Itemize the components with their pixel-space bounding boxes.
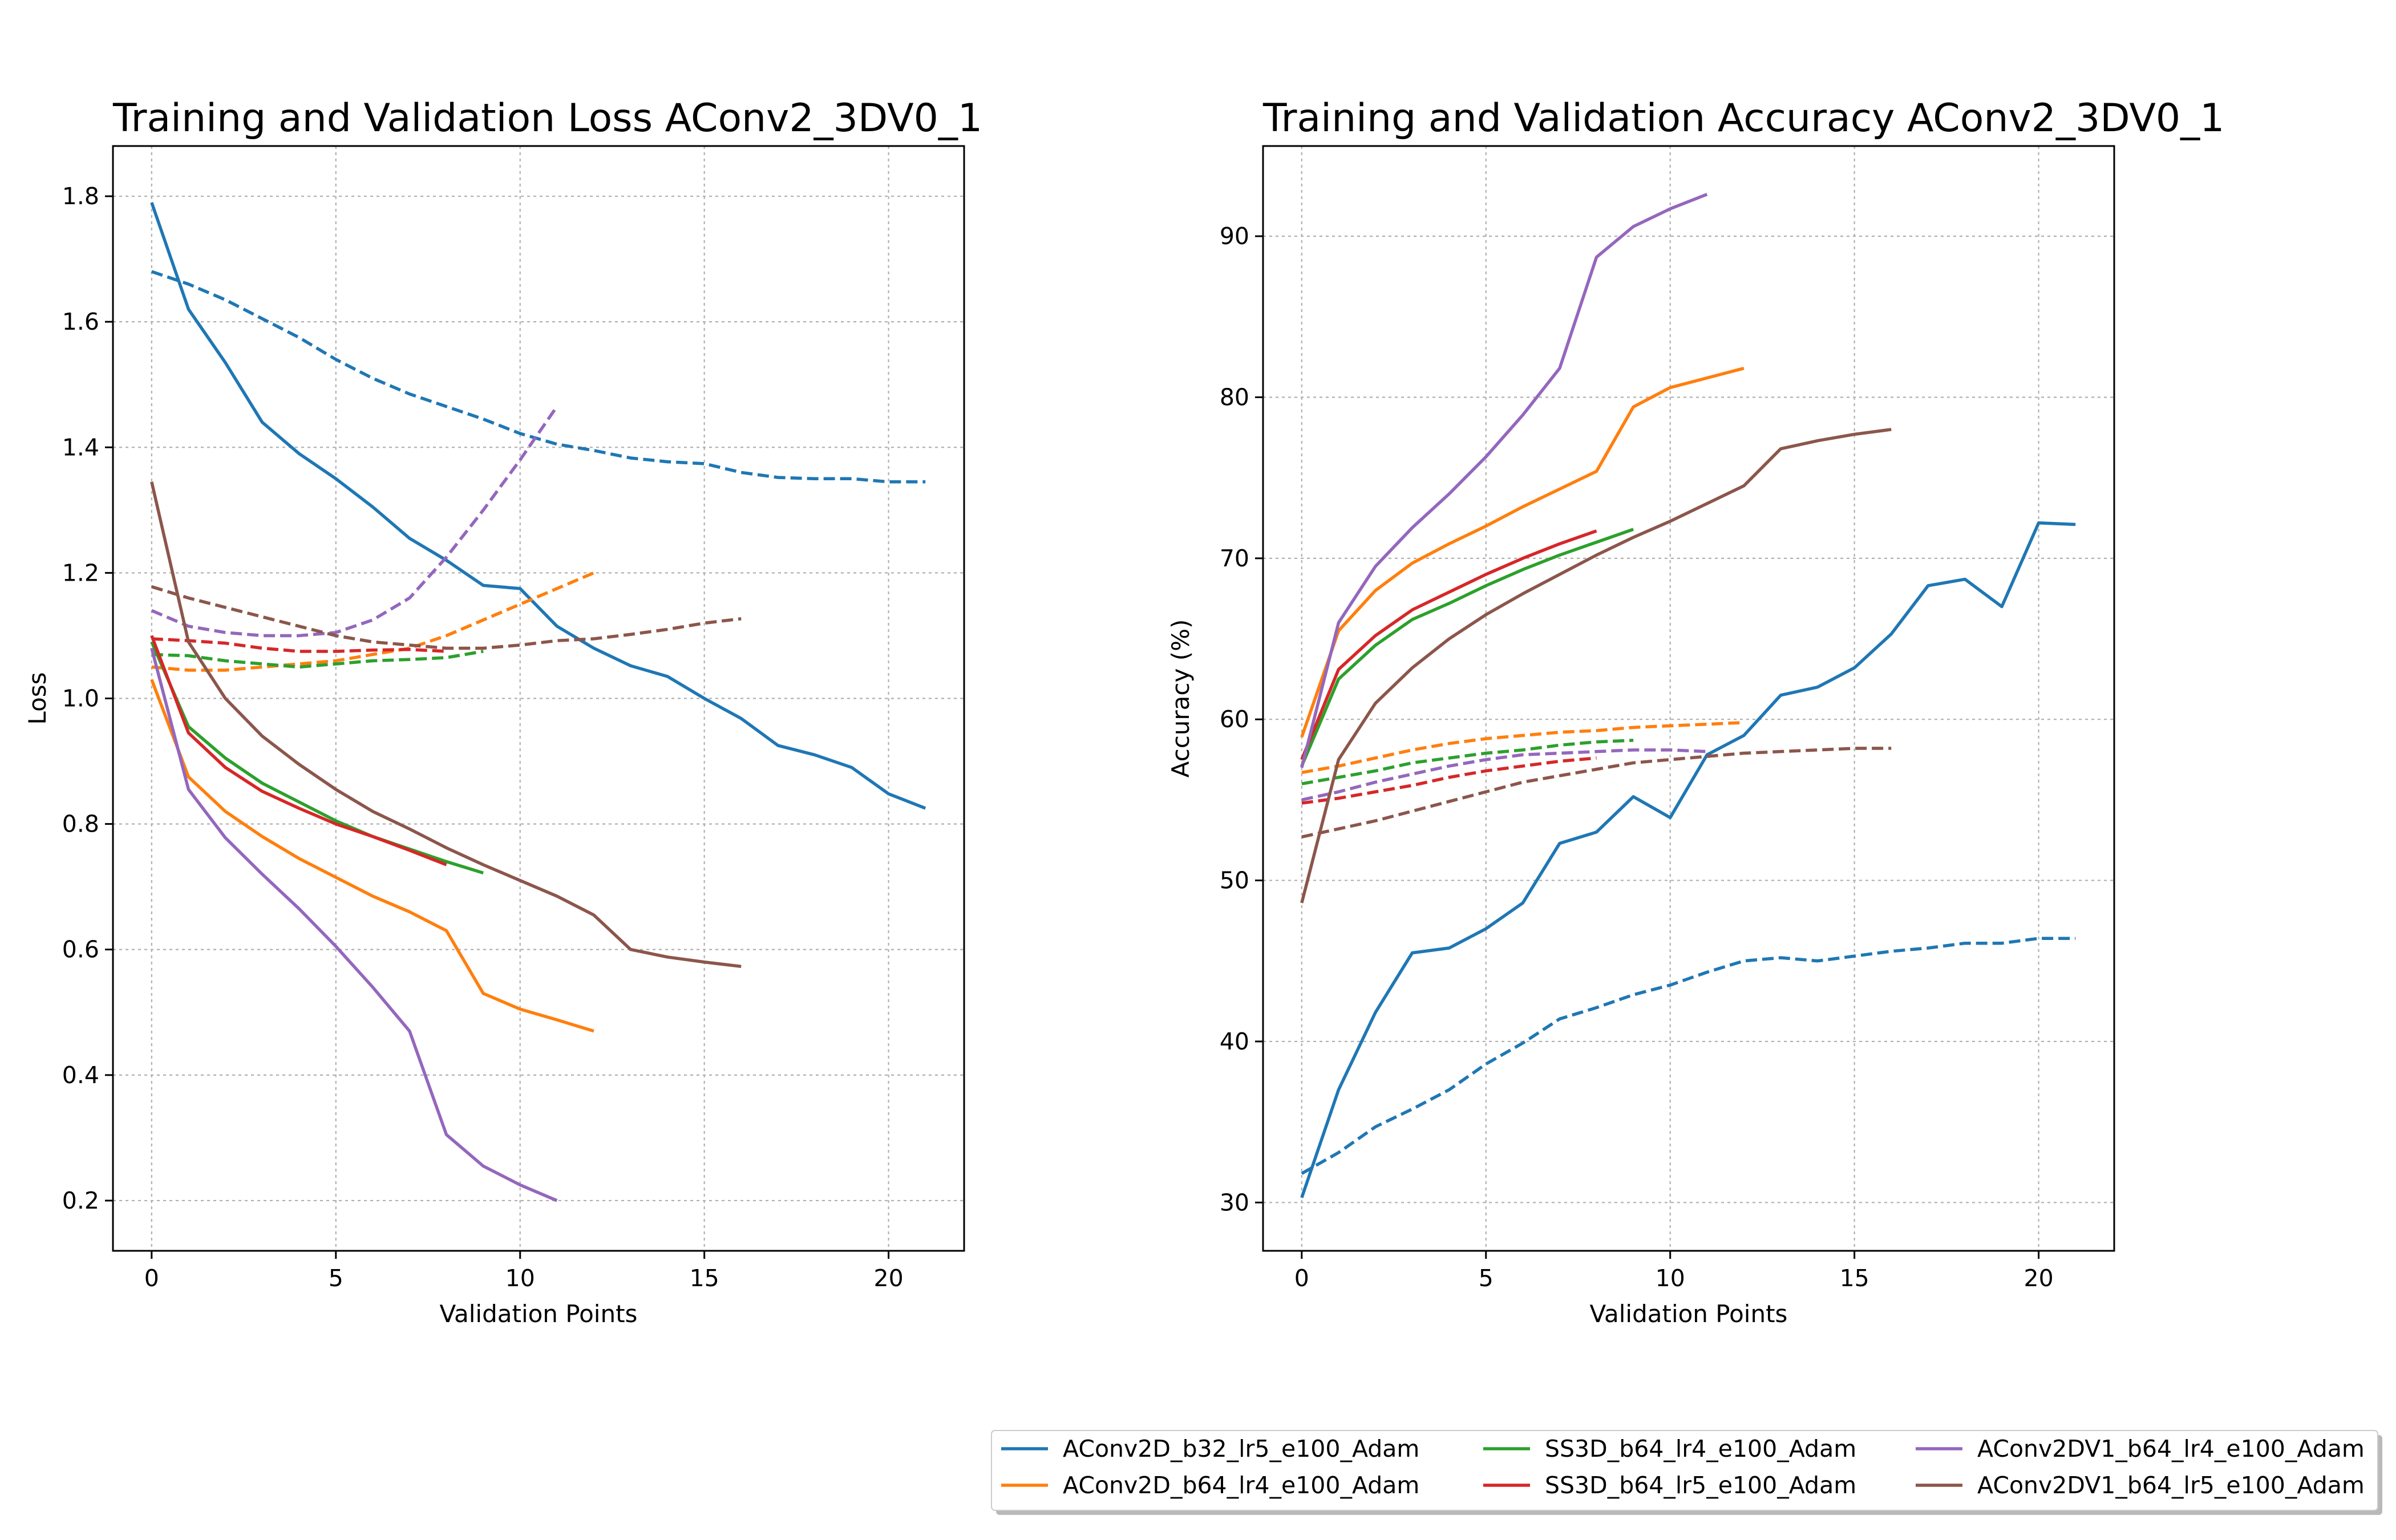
plots-layer: 0 5 10 15 20 0.2 0.4 0.6 0.8 1.0 1.2 1.4 1.6 1.8 Train… xyxy=(23,96,2224,1328)
legend-label: AConv2DV1_b64_lr4_e100_Adam xyxy=(1977,1435,2365,1462)
loss-series-6-solid-line xyxy=(150,635,447,866)
loss-ytick-label: 0.8 xyxy=(62,810,99,838)
accuracy-series-10-solid-line xyxy=(1300,428,1892,903)
accuracy-xtick-label: 0 xyxy=(1294,1265,1309,1292)
legend-label: SS3D_b64_lr4_e100_Adam xyxy=(1545,1435,1856,1462)
accuracy-series-5-dashed-line xyxy=(1301,739,1634,785)
loss-xtick-label: 0 xyxy=(144,1265,159,1292)
loss-series-10-solid-line xyxy=(150,481,742,968)
loss-series-4-solid-line xyxy=(150,641,484,875)
loss-chart: 0 5 10 15 20 0.2 0.4 0.6 0.8 1.0 1.2 1.4 1.6 1.8 Train… xyxy=(23,96,982,1328)
loss-series-group xyxy=(150,202,926,1202)
loss-series-8-solid-line xyxy=(150,647,558,1202)
accuracy-chart-title: Training and Validation Accuracy AConv2_… xyxy=(1262,96,2224,141)
accuracy-grid xyxy=(1263,146,2114,1251)
legend-item: AConv2DV1_b64_lr4_e100_Adam xyxy=(1916,1435,2365,1462)
accuracy-series-9-dashed-line xyxy=(1301,748,1707,802)
accuracy-y-axis-label: Accuracy (%) xyxy=(1167,619,1195,778)
legend-item: SS3D_b64_lr4_e100_Adam xyxy=(1483,1435,1856,1462)
loss-ytick-label: 1.0 xyxy=(62,685,99,712)
accuracy-xtick-label: 20 xyxy=(2024,1265,2054,1292)
accuracy-series-6-solid-line xyxy=(1300,529,1597,760)
legend-label: AConv2DV1_b64_lr5_e100_Adam xyxy=(1977,1472,2365,1499)
accuracy-series-2-solid-line xyxy=(1300,366,1745,738)
loss-xtick-label: 20 xyxy=(874,1265,904,1292)
legend-label: AConv2D_b64_lr4_e100_Adam xyxy=(1063,1472,1419,1499)
accuracy-ytick-label: 30 xyxy=(1220,1189,1249,1216)
legend-label: AConv2D_b32_lr5_e100_Adam xyxy=(1063,1435,1419,1462)
accuracy-ytick-label: 80 xyxy=(1220,383,1249,411)
accuracy-series-4-solid-line xyxy=(1300,528,1634,767)
accuracy-series-3-dashed-line xyxy=(1301,721,1745,775)
legend: AConv2D_b32_lr5_e100_Adam AConv2D_b64_lr4… xyxy=(991,1430,2382,1515)
accuracy-series-group xyxy=(1300,193,2076,1198)
accuracy-ytick-label: 40 xyxy=(1220,1028,1249,1055)
loss-ytick-label: 0.6 xyxy=(62,936,99,963)
loss-series-11-dashed-line xyxy=(151,585,742,650)
accuracy-series-11-dashed-line xyxy=(1301,747,1892,839)
accuracy-ytick-label: 70 xyxy=(1220,545,1249,572)
loss-y-axis-label: Loss xyxy=(23,672,51,724)
accuracy-xtick-label: 15 xyxy=(1840,1265,1869,1292)
loss-xtick-label: 5 xyxy=(329,1265,343,1292)
accuracy-chart: 0 5 10 15 20 30 40 50 60 70 80 90 Training and Valid… xyxy=(1167,96,2224,1328)
accuracy-x-axis-label: Validation Points xyxy=(1590,1300,1788,1328)
loss-xtick-label: 15 xyxy=(690,1265,719,1292)
legend-item: SS3D_b64_lr5_e100_Adam xyxy=(1483,1472,1856,1499)
loss-series-1-dashed-line xyxy=(151,270,926,484)
legend-label: SS3D_b64_lr5_e100_Adam xyxy=(1545,1472,1856,1499)
legend-item: AConv2D_b32_lr5_e100_Adam xyxy=(1001,1435,1419,1462)
accuracy-series-0-solid-line xyxy=(1300,521,2076,1198)
loss-ytick-label: 1.6 xyxy=(62,308,99,335)
loss-ytick-label: 0.4 xyxy=(62,1061,99,1089)
accuracy-xtick-label: 10 xyxy=(1656,1265,1685,1292)
legend-item: AConv2DV1_b64_lr5_e100_Adam xyxy=(1916,1472,2365,1499)
loss-ytick-label: 0.2 xyxy=(62,1187,99,1214)
accuracy-ytick-label: 50 xyxy=(1220,867,1249,894)
legend-item: AConv2D_b64_lr4_e100_Adam xyxy=(1001,1472,1419,1499)
loss-chart-title: Training and Validation Loss AConv2_3DV0… xyxy=(112,96,982,141)
loss-ytick-label: 1.4 xyxy=(62,433,99,461)
loss-ytick-label: 1.2 xyxy=(62,559,99,586)
loss-series-0-solid-line xyxy=(150,202,926,810)
accuracy-xtick-label: 5 xyxy=(1479,1265,1494,1292)
loss-series-3-dashed-line xyxy=(151,571,594,672)
loss-series-9-dashed-line xyxy=(151,406,558,638)
accuracy-ytick-label: 90 xyxy=(1220,222,1249,250)
accuracy-axes-frame xyxy=(1262,145,2115,1252)
loss-x-axis-label: Validation Points xyxy=(440,1300,638,1328)
loss-series-2-solid-line xyxy=(150,679,594,1033)
loss-xtick-label: 10 xyxy=(505,1265,535,1292)
loss-grid xyxy=(113,146,964,1251)
loss-series-5-dashed-line xyxy=(151,650,484,669)
legend-box xyxy=(991,1430,2378,1511)
loss-ytick-label: 1.8 xyxy=(62,183,99,210)
accuracy-ytick-label: 60 xyxy=(1220,706,1249,733)
accuracy-series-1-dashed-line xyxy=(1301,937,2076,1175)
accuracy-series-7-dashed-line xyxy=(1301,756,1597,805)
accuracy-series-8-solid-line xyxy=(1300,193,1708,768)
